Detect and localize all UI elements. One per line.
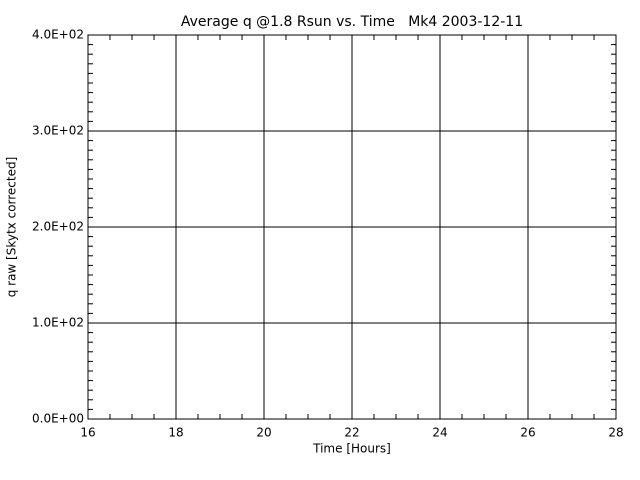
y-tick-label: 4.0E+02 bbox=[32, 28, 84, 42]
x-tick-label: 24 bbox=[432, 426, 447, 440]
chart-title: Average q @1.8 Rsun vs. Time Mk4 2003-12… bbox=[181, 14, 523, 30]
y-axis-label: q raw [Skytx corrected] bbox=[5, 157, 19, 298]
y-tick-label: 3.0E+02 bbox=[32, 124, 84, 138]
x-tick-label: 16 bbox=[80, 426, 95, 440]
x-axis-label: Time [Hours] bbox=[312, 442, 391, 456]
x-tick-label: 20 bbox=[256, 426, 271, 440]
x-tick-label: 18 bbox=[168, 426, 183, 440]
y-tick-label: 2.0E+02 bbox=[32, 220, 84, 234]
x-tick-label: 26 bbox=[520, 426, 535, 440]
x-tick-label: 22 bbox=[344, 426, 359, 440]
x-tick-label: 28 bbox=[608, 426, 623, 440]
y-tick-label: 1.0E+02 bbox=[32, 316, 84, 330]
y-tick-label: 0.0E+00 bbox=[32, 412, 84, 426]
